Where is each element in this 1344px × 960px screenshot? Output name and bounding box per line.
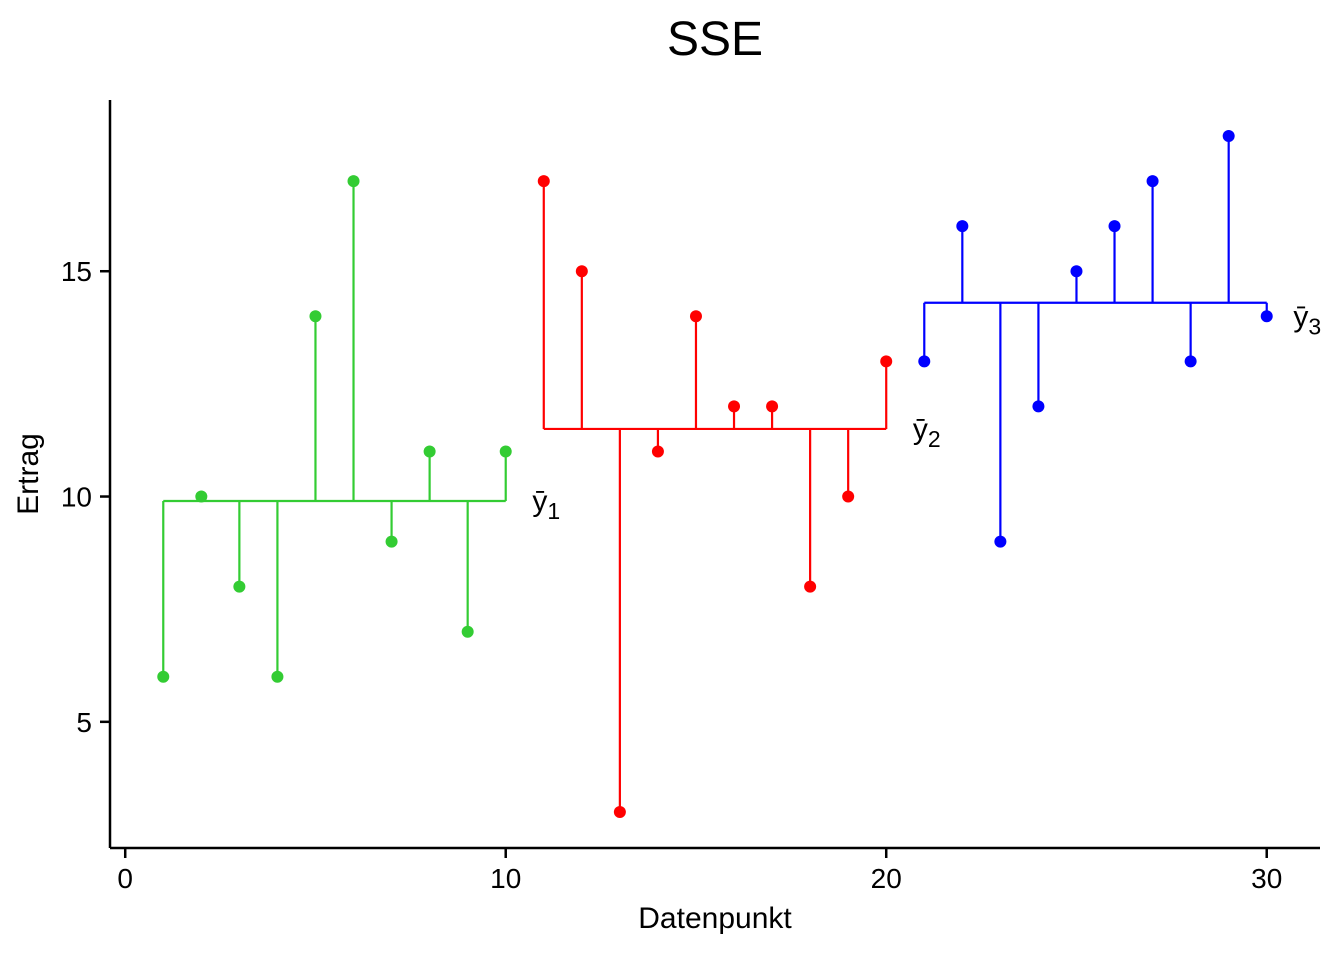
- y-tick-label: 15: [61, 256, 92, 287]
- data-point: [880, 355, 892, 367]
- data-point: [804, 581, 816, 593]
- x-tick-label: 20: [871, 863, 902, 894]
- group-mean-label: ȳ1: [532, 485, 560, 524]
- data-point: [271, 671, 283, 683]
- data-point: [424, 445, 436, 457]
- data-point: [1032, 400, 1044, 412]
- y-tick-label: 10: [61, 482, 92, 513]
- group-mean-label: ȳ2: [913, 413, 941, 452]
- data-point: [233, 581, 245, 593]
- data-point: [576, 265, 588, 277]
- data-point: [1147, 175, 1159, 187]
- y-axis-label: Ertrag: [12, 433, 45, 515]
- chart-title: SSE: [667, 13, 763, 66]
- data-point: [462, 626, 474, 638]
- data-point: [500, 445, 512, 457]
- data-point: [766, 400, 778, 412]
- data-point: [614, 806, 626, 818]
- chart-svg: SSE 0 10 20 30 Datenpunkt 5 10 15 Ertrag ȳ1 ȳ2 ȳ3: [0, 0, 1344, 960]
- x-tick-label: 10: [490, 863, 521, 894]
- data-point: [386, 536, 398, 548]
- data-point: [994, 536, 1006, 548]
- x-tick-label: 0: [117, 863, 133, 894]
- data-point: [1185, 355, 1197, 367]
- data-point: [690, 310, 702, 322]
- data-point: [157, 671, 169, 683]
- data-point: [652, 445, 664, 457]
- data-point: [309, 310, 321, 322]
- data-point: [348, 175, 360, 187]
- data-point: [728, 400, 740, 412]
- x-axis-label: Datenpunkt: [638, 902, 792, 935]
- data-point: [842, 491, 854, 503]
- data-point: [1070, 265, 1082, 277]
- data-point: [1261, 310, 1273, 322]
- data-point: [1223, 130, 1235, 142]
- x-tick-label: 30: [1251, 863, 1282, 894]
- data-point: [538, 175, 550, 187]
- data-point: [918, 355, 930, 367]
- sse-chart: SSE 0 10 20 30 Datenpunkt 5 10 15 Ertrag ȳ1 ȳ2 ȳ3: [0, 0, 1344, 960]
- y-tick-label: 5: [76, 707, 92, 738]
- data-point: [195, 491, 207, 503]
- data-point: [1109, 220, 1121, 232]
- data-point: [956, 220, 968, 232]
- group-mean-label: ȳ3: [1293, 300, 1321, 339]
